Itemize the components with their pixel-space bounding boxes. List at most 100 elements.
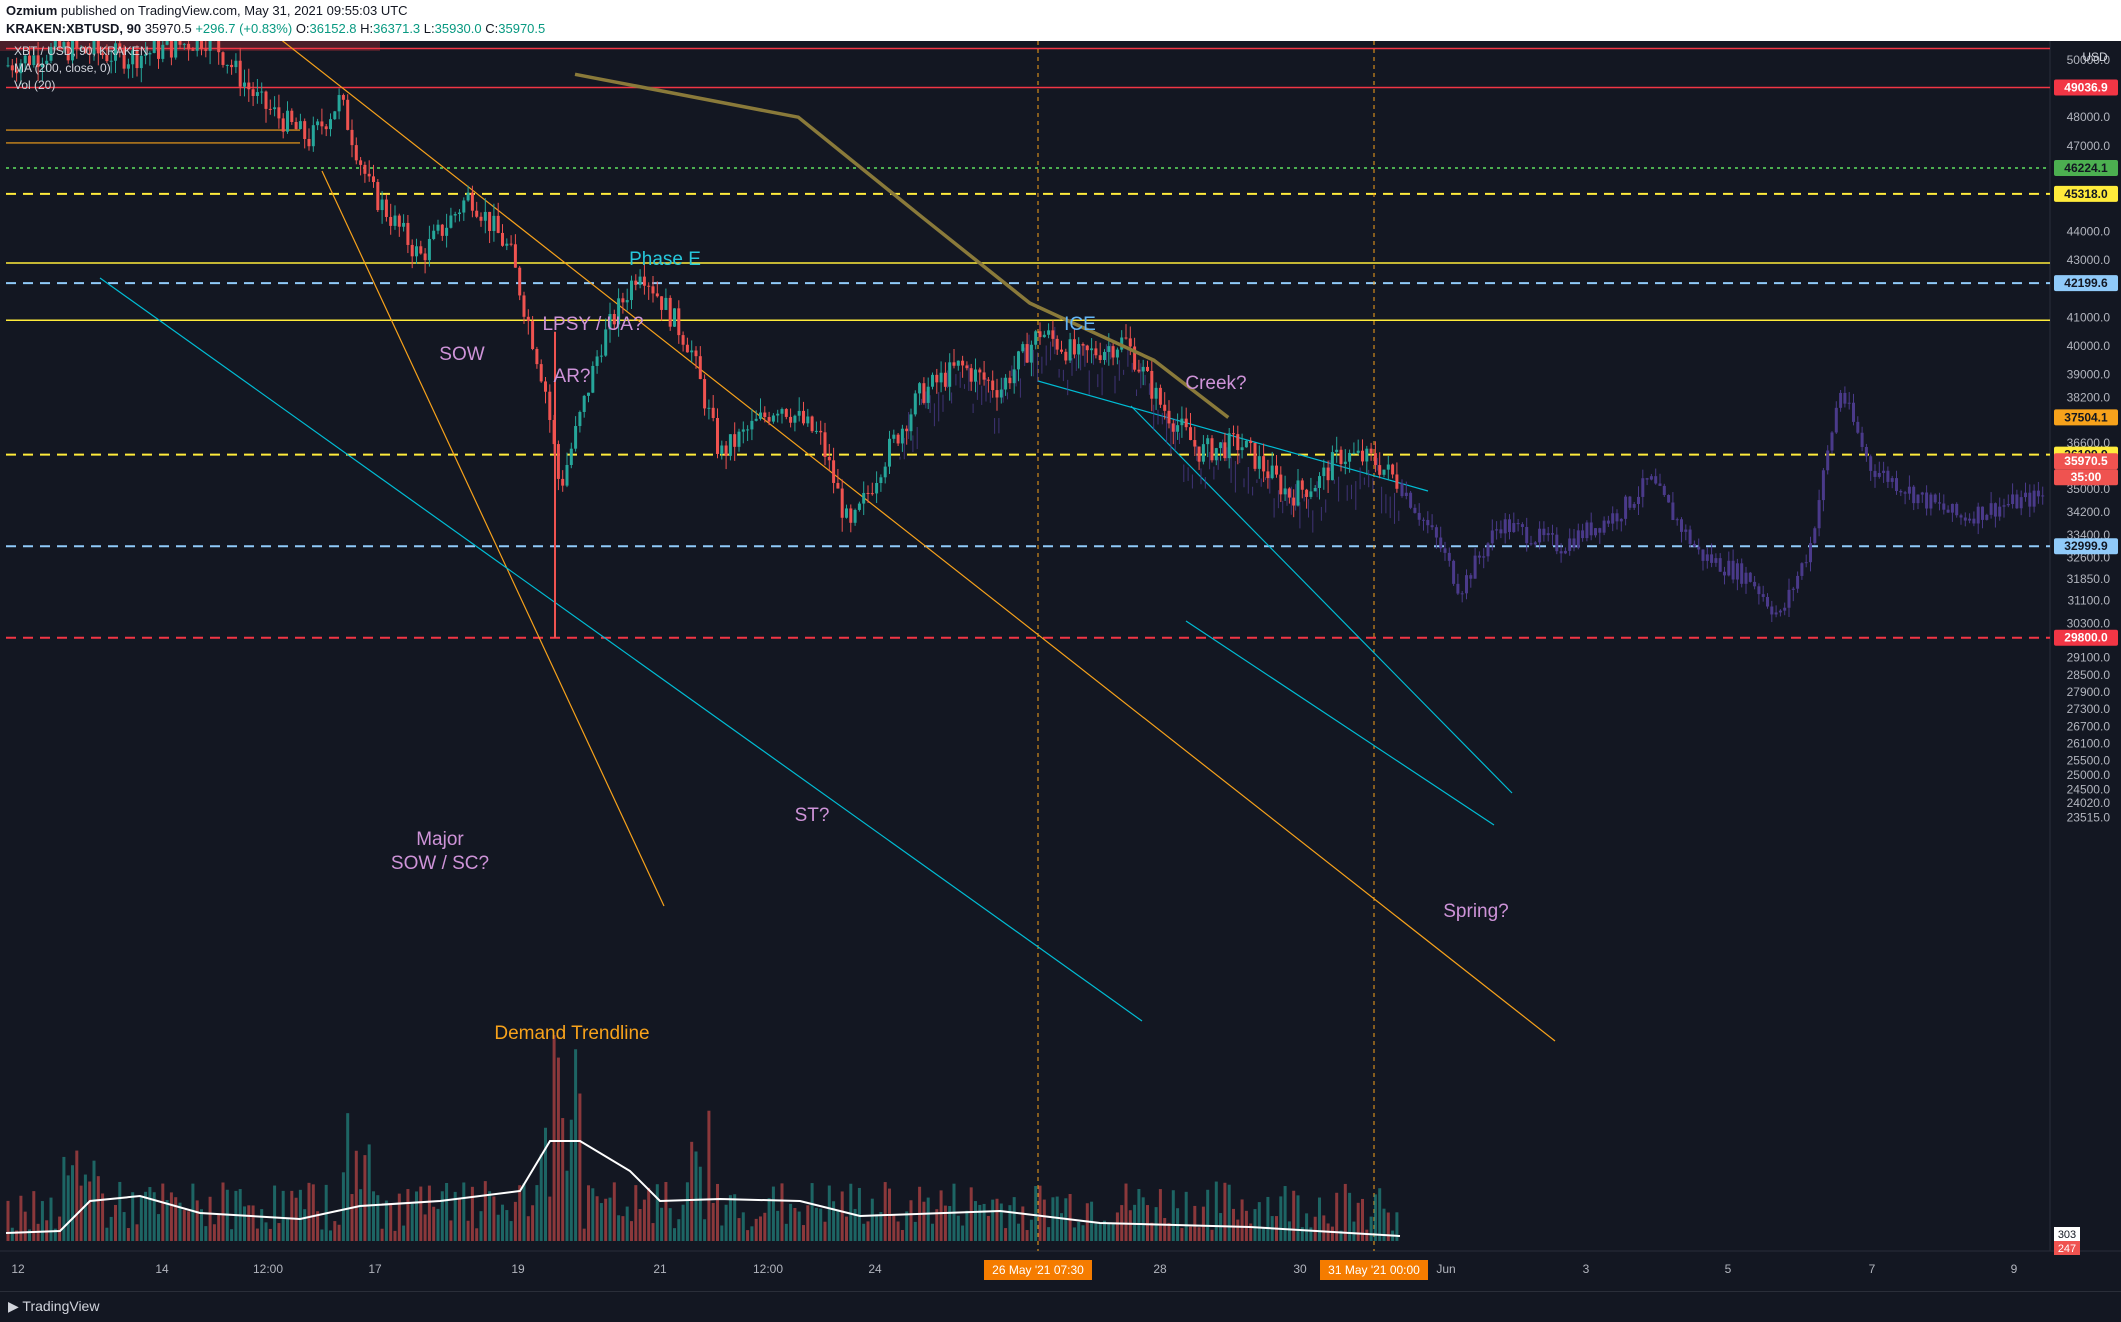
volume-bar xyxy=(178,1202,182,1241)
price-tick: 31850.0 xyxy=(2067,572,2111,586)
projection-body xyxy=(1933,494,1937,503)
candle-body xyxy=(1348,452,1352,462)
candle-body xyxy=(376,182,380,211)
candle-body xyxy=(698,356,702,380)
legend-line-2: Vol (20) xyxy=(14,78,55,92)
volume-bar xyxy=(247,1205,251,1241)
volume-bar xyxy=(1038,1185,1042,1241)
projection-body xyxy=(1697,546,1701,550)
price-chart[interactable]: Phase E LPSY / UA? ICE SOW AR? Creek? ST? Major… xyxy=(0,21,2121,1291)
candle-body xyxy=(617,298,621,325)
projection-body xyxy=(1465,575,1468,594)
volume-bar xyxy=(23,1211,27,1241)
volume-bar xyxy=(1180,1228,1184,1241)
volume-bar xyxy=(389,1204,393,1241)
volume-bar xyxy=(1322,1215,1326,1241)
candle-body xyxy=(630,280,633,301)
volume-label-bg xyxy=(2054,1227,2080,1241)
volume-bar xyxy=(1124,1183,1128,1241)
author[interactable]: Ozmium xyxy=(6,3,58,18)
candle-body xyxy=(1034,331,1038,345)
chart-area[interactable]: Phase E LPSY / UA? ICE SOW AR? Creek? ST? Major… xyxy=(0,21,2121,1291)
candle-body xyxy=(681,335,685,345)
candle-body xyxy=(810,416,814,432)
price-axis: 50000.0 48000.0 47000.0 46224.1 45318.0 44000… xyxy=(2054,50,2118,1255)
candle-body xyxy=(1378,465,1382,475)
projection-body xyxy=(1796,575,1800,589)
volume-bar xyxy=(707,1110,711,1241)
published-date: published on TradingView.com, May 31, 20… xyxy=(60,3,408,18)
projection-body xyxy=(1873,470,1877,477)
trendline-1 xyxy=(321,170,665,907)
candle-body xyxy=(961,360,965,366)
candle-body xyxy=(393,215,397,226)
projection-body xyxy=(1770,606,1774,615)
candle-body xyxy=(875,483,879,494)
projection-body xyxy=(1955,503,1959,516)
candle-body xyxy=(453,214,457,216)
candle-body xyxy=(556,444,560,479)
candle-body xyxy=(187,43,191,50)
volume-bar xyxy=(1029,1219,1033,1241)
volume-bar xyxy=(522,1183,526,1241)
candle-body xyxy=(1356,450,1360,453)
projection-body xyxy=(1628,496,1632,508)
candle-body xyxy=(316,121,320,126)
candle-body xyxy=(879,477,883,484)
candle-body xyxy=(1137,369,1141,372)
price-label: 32999.9 xyxy=(2064,539,2108,553)
candle-body xyxy=(948,362,952,387)
volume-bar xyxy=(926,1197,930,1241)
candle-body xyxy=(419,246,423,254)
time-tick: 19 xyxy=(511,1262,525,1276)
tradingview-logo[interactable]: ▶ TradingView xyxy=(8,1298,100,1314)
candle-body xyxy=(591,365,595,393)
candle-body xyxy=(1236,434,1240,451)
volume-bar xyxy=(501,1204,504,1241)
candle-body xyxy=(840,488,844,518)
volume-bar xyxy=(96,1176,100,1241)
candle-body xyxy=(814,430,818,432)
volume-bar xyxy=(88,1181,92,1241)
projection-body xyxy=(1856,421,1860,433)
projection-body xyxy=(1942,503,1946,510)
projection-body xyxy=(1826,450,1830,471)
volume-bar xyxy=(1352,1221,1356,1241)
currency-label: USD xyxy=(2082,50,2108,64)
volume-bar xyxy=(6,1200,10,1241)
volume-bar xyxy=(337,1224,341,1241)
volume-bar xyxy=(1098,1223,1102,1241)
volume-bar xyxy=(694,1151,698,1241)
candle-body xyxy=(969,368,973,382)
annotation-ar-: AR? xyxy=(554,366,591,387)
volume-bar xyxy=(307,1182,311,1241)
candle-body xyxy=(92,41,96,55)
price-label-bg xyxy=(2054,453,2118,470)
volume-bar xyxy=(535,1185,539,1241)
candle-body xyxy=(866,492,870,494)
projection-body xyxy=(1568,538,1572,551)
volume-bar xyxy=(1253,1209,1257,1241)
candle-body xyxy=(974,369,977,382)
candle-body xyxy=(535,348,539,365)
projection-body xyxy=(1525,526,1529,544)
volume-bar xyxy=(75,1150,79,1241)
candle-body xyxy=(574,426,578,449)
price-label-bg xyxy=(2054,159,2118,176)
volume-bar xyxy=(1107,1222,1111,1241)
volume-bar xyxy=(909,1200,913,1241)
volume-bar xyxy=(832,1201,836,1241)
candle-body xyxy=(1279,474,1283,495)
volume-bar xyxy=(913,1221,917,1241)
candle-body xyxy=(350,129,354,146)
candle-body xyxy=(410,244,414,257)
candle-body xyxy=(531,321,535,349)
volume-bar xyxy=(62,1156,66,1241)
symbol: KRAKEN:XBTUSD, 90 xyxy=(6,21,142,36)
candle-body xyxy=(746,429,750,431)
price-label-bg xyxy=(2054,538,2118,555)
volume-bar xyxy=(1206,1189,1210,1241)
candle-body xyxy=(1042,334,1046,338)
candle-body xyxy=(1343,461,1347,465)
candle-body xyxy=(1077,344,1081,355)
